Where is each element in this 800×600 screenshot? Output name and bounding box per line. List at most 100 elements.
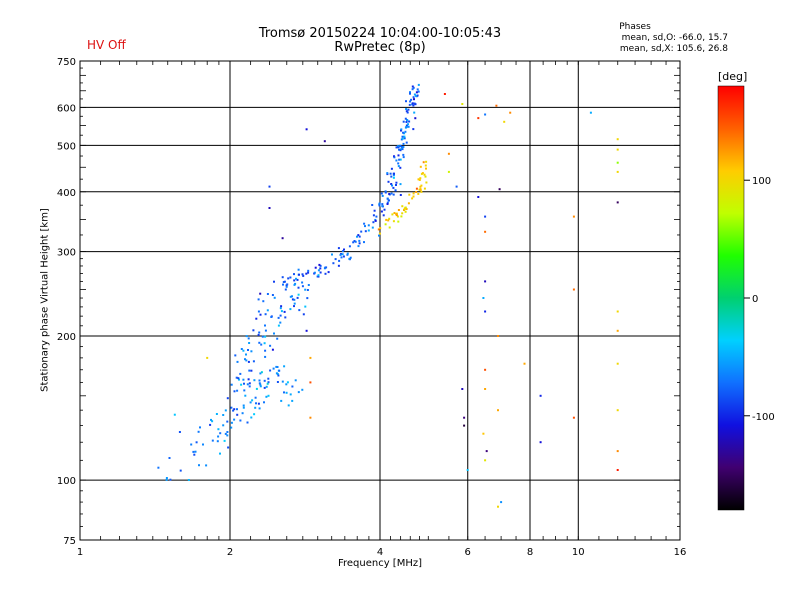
data-point: [230, 421, 233, 424]
data-point: [392, 174, 395, 177]
data-point: [420, 190, 423, 193]
data-point: [242, 378, 245, 381]
data-point: [226, 397, 229, 400]
colorbar: 100 0 -100: [717, 85, 775, 511]
data-point: [399, 183, 402, 186]
data-point: [484, 388, 487, 390]
data-point: [249, 401, 252, 404]
data-point: [284, 316, 287, 319]
data-point: [395, 181, 398, 184]
data-point: [400, 128, 403, 131]
data-point: [419, 185, 422, 188]
data-point: [388, 226, 391, 229]
data-point: [279, 307, 282, 310]
data-point: [271, 348, 274, 351]
plot-grid: [80, 61, 680, 540]
data-point: [269, 369, 272, 372]
data-point: [405, 108, 408, 110]
data-point: [236, 413, 239, 416]
data-point: [248, 369, 251, 372]
x-tick-label: 16: [674, 547, 687, 558]
data-point: [265, 385, 268, 388]
data-point: [210, 418, 212, 421]
data-point: [293, 283, 296, 286]
data-point: [289, 308, 292, 311]
data-point: [242, 349, 245, 352]
data-point: [415, 94, 417, 97]
data-point: [226, 420, 229, 423]
data-point: [381, 205, 384, 208]
data-point: [402, 131, 404, 134]
data-point: [165, 477, 168, 479]
data-point: [319, 267, 322, 270]
data-point: [248, 385, 251, 388]
data-point: [268, 185, 271, 188]
data-point: [386, 172, 389, 175]
data-point: [301, 281, 304, 284]
data-point: [239, 372, 242, 375]
data-point: [417, 90, 420, 93]
data-point: [258, 382, 261, 385]
data-point: [281, 276, 284, 279]
data-point: [400, 147, 403, 150]
data-point: [405, 121, 408, 123]
data-point: [397, 220, 400, 223]
data-point: [238, 378, 240, 381]
data-point: [338, 259, 341, 262]
data-point: [419, 188, 422, 191]
data-point: [264, 355, 267, 358]
data-point: [319, 264, 322, 267]
data-point: [289, 276, 292, 279]
data-point: [383, 208, 386, 211]
data-point: [395, 159, 398, 162]
data-point: [484, 280, 487, 283]
data-point: [402, 146, 405, 148]
data-point: [403, 137, 406, 140]
data-point: [230, 406, 233, 409]
data-point: [319, 271, 322, 274]
data-point: [226, 431, 229, 433]
data-point: [388, 199, 390, 202]
data-point: [293, 298, 296, 301]
data-point: [343, 248, 345, 251]
data-point: [309, 356, 312, 359]
data-point: [296, 296, 299, 299]
data-point: [384, 190, 387, 193]
x-tick-label: 8: [527, 547, 533, 558]
data-point: [194, 450, 197, 453]
data-point: [387, 180, 390, 183]
data-point: [412, 104, 415, 107]
data-point: [390, 192, 393, 195]
data-point: [466, 469, 469, 471]
y-tick-label: 400: [57, 188, 76, 199]
data-point: [390, 175, 393, 178]
data-point: [372, 221, 375, 224]
data-point: [348, 257, 351, 260]
data-point: [317, 274, 320, 277]
data-point: [257, 402, 260, 405]
data-point: [232, 409, 235, 412]
data-point: [402, 153, 405, 156]
data-point: [411, 197, 414, 200]
data-point: [616, 469, 619, 471]
data-point: [317, 269, 320, 272]
data-point: [314, 266, 317, 269]
data-point: [209, 423, 212, 426]
data-point: [275, 372, 278, 375]
phases-header: Phases: [619, 22, 651, 32]
data-point: [342, 255, 345, 258]
data-point: [262, 300, 265, 303]
data-point: [247, 337, 250, 340]
data-point: [173, 413, 176, 416]
data-point: [443, 93, 446, 95]
data-point: [250, 369, 253, 372]
data-point: [484, 215, 487, 218]
data-point: [236, 360, 239, 363]
data-point: [412, 96, 415, 99]
data-point: [242, 406, 245, 409]
data-point: [260, 371, 263, 374]
data-point: [363, 222, 366, 225]
data-point: [484, 230, 487, 233]
data-point: [414, 103, 417, 106]
